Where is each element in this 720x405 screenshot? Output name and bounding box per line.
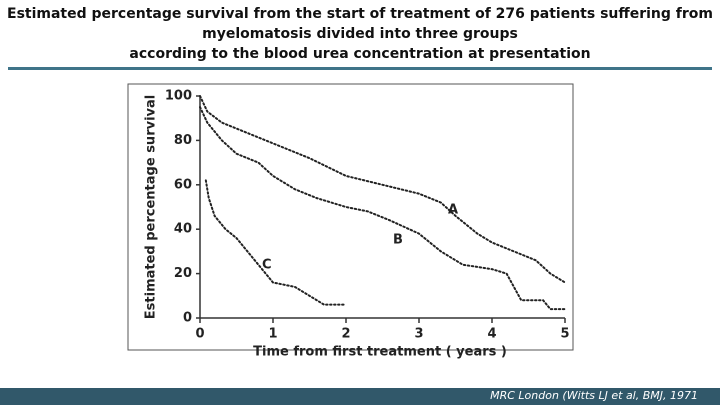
x-tick-label: 1: [268, 327, 277, 342]
chart-frame: [127, 83, 574, 351]
y-tick-label: 60: [174, 177, 192, 192]
x-tick-label: 4: [487, 327, 496, 342]
survival-curve: [204, 179, 347, 306]
x-axis-label: Time from first treatment ( years ): [253, 345, 507, 360]
x-tick-label: 0: [195, 327, 204, 342]
slide-title: Estimated percentage survival from the s…: [0, 4, 720, 64]
series-label: B: [393, 233, 403, 248]
survival-curve: [199, 95, 566, 284]
x-tick-label: 3: [414, 327, 423, 342]
series-label: A: [448, 203, 458, 218]
title-rule: [8, 67, 712, 70]
y-axis-label: Estimated percentage survival: [144, 95, 159, 319]
title-line: myelomatosis divided into three groups: [202, 26, 518, 42]
y-tick-label: 80: [174, 133, 192, 148]
series-label: C: [262, 258, 272, 273]
y-tick-label: 20: [174, 266, 192, 281]
footer-bar: MRC London (Witts LJ et al, BMJ, 1971: [0, 388, 720, 405]
source: MRC London (Witts LJ et al, BMJ, 1971: [490, 389, 698, 402]
title-line: according to the blood urea concentratio…: [129, 46, 591, 62]
y-tick-label: 0: [183, 311, 192, 326]
y-tick-label: 40: [174, 222, 192, 237]
survival-curve: [199, 106, 566, 311]
x-tick-label: 2: [341, 327, 350, 342]
x-tick-label: 5: [560, 327, 569, 342]
chart: Estimated percentage survival Time from …: [127, 83, 574, 360]
y-tick-label: 100: [165, 89, 192, 104]
title-line: Estimated percentage survival from the s…: [7, 6, 713, 22]
